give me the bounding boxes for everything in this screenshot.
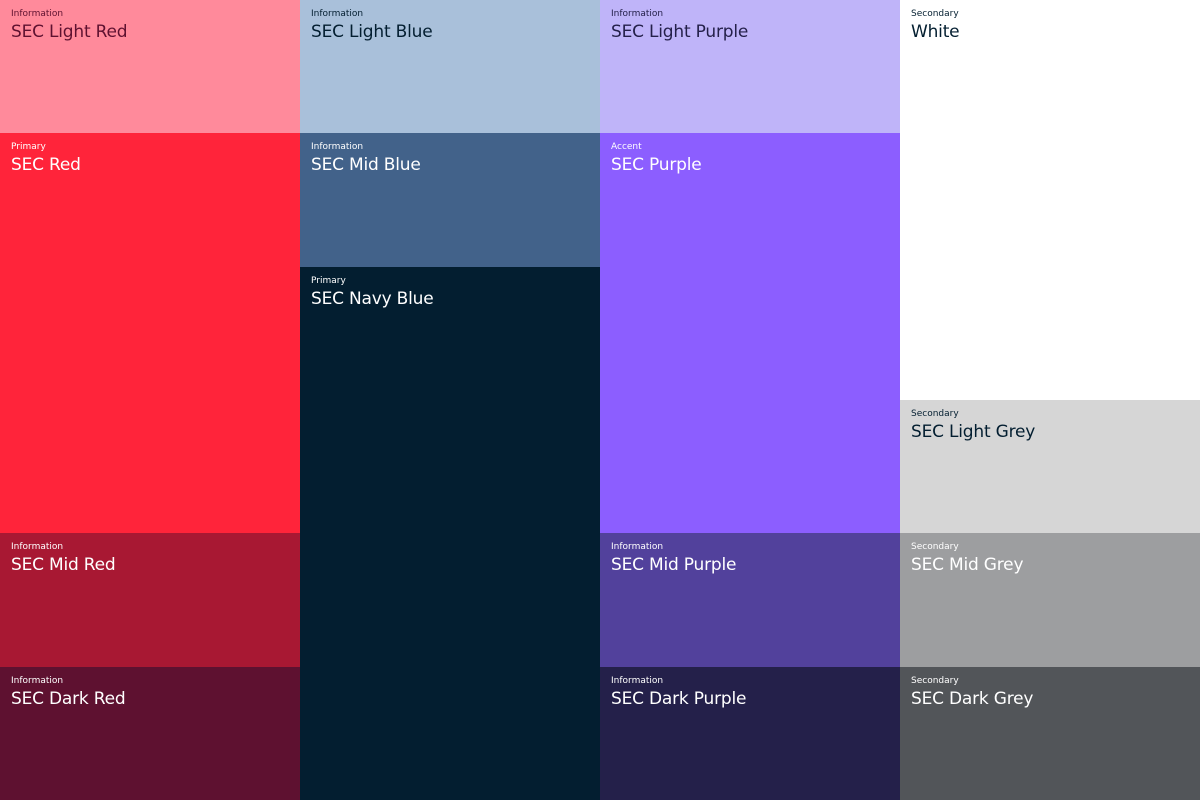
swatch-category: Information	[11, 542, 64, 552]
swatch-name: SEC Light Grey	[911, 422, 1036, 442]
swatch-name: SEC Dark Purple	[611, 689, 747, 709]
swatch-dark-purple: Information SEC Dark Purple	[600, 667, 900, 800]
swatch-category: Information	[11, 676, 64, 686]
swatch-dark-red: Information SEC Dark Red	[0, 667, 300, 800]
swatch-white: Secondary White	[900, 0, 1200, 400]
swatch-name: SEC Mid Blue	[311, 155, 421, 175]
swatch-light-blue: Information SEC Light Blue	[300, 0, 600, 133]
swatch-category: Primary	[11, 142, 46, 152]
swatch-category: Information	[611, 676, 664, 686]
swatch-name: SEC Navy Blue	[311, 289, 434, 309]
swatch-name: SEC Light Purple	[611, 22, 749, 42]
swatch-category: Secondary	[911, 409, 959, 419]
swatch-category: Secondary	[911, 9, 959, 19]
swatch-category: Information	[311, 142, 364, 152]
swatch-category: Primary	[311, 276, 346, 286]
swatch-name: SEC Red	[11, 155, 81, 175]
swatch-category: Secondary	[911, 542, 959, 552]
swatch-red: Primary SEC Red	[0, 133, 300, 533]
swatch-mid-blue: Information SEC Mid Blue	[300, 133, 600, 267]
swatch-name: SEC Dark Red	[11, 689, 126, 709]
swatch-name: SEC Light Blue	[311, 22, 433, 42]
swatch-name: SEC Light Red	[11, 22, 128, 42]
swatch-name: SEC Purple	[611, 155, 702, 175]
swatch-name: SEC Mid Grey	[911, 555, 1024, 575]
swatch-mid-purple: Information SEC Mid Purple	[600, 533, 900, 667]
swatch-light-grey: Secondary SEC Light Grey	[900, 400, 1200, 533]
swatch-mid-red: Information SEC Mid Red	[0, 533, 300, 667]
swatch-navy-blue: Primary SEC Navy Blue	[300, 267, 600, 800]
swatch-category: Information	[11, 9, 64, 19]
swatch-category: Secondary	[911, 676, 959, 686]
swatch-name: SEC Mid Red	[11, 555, 116, 575]
swatch-dark-grey: Secondary SEC Dark Grey	[900, 667, 1200, 800]
swatch-name: SEC Mid Purple	[611, 555, 737, 575]
swatch-light-red: Information SEC Light Red	[0, 0, 300, 133]
swatch-category: Information	[311, 9, 364, 19]
swatch-mid-grey: Secondary SEC Mid Grey	[900, 533, 1200, 667]
swatch-name: White	[911, 22, 960, 42]
swatch-category: Information	[611, 542, 664, 552]
swatch-name: SEC Dark Grey	[911, 689, 1034, 709]
swatch-category: Information	[611, 9, 664, 19]
swatch-light-purple: Information SEC Light Purple	[600, 0, 900, 133]
swatch-category: Accent	[611, 142, 642, 152]
swatch-purple: Accent SEC Purple	[600, 133, 900, 533]
